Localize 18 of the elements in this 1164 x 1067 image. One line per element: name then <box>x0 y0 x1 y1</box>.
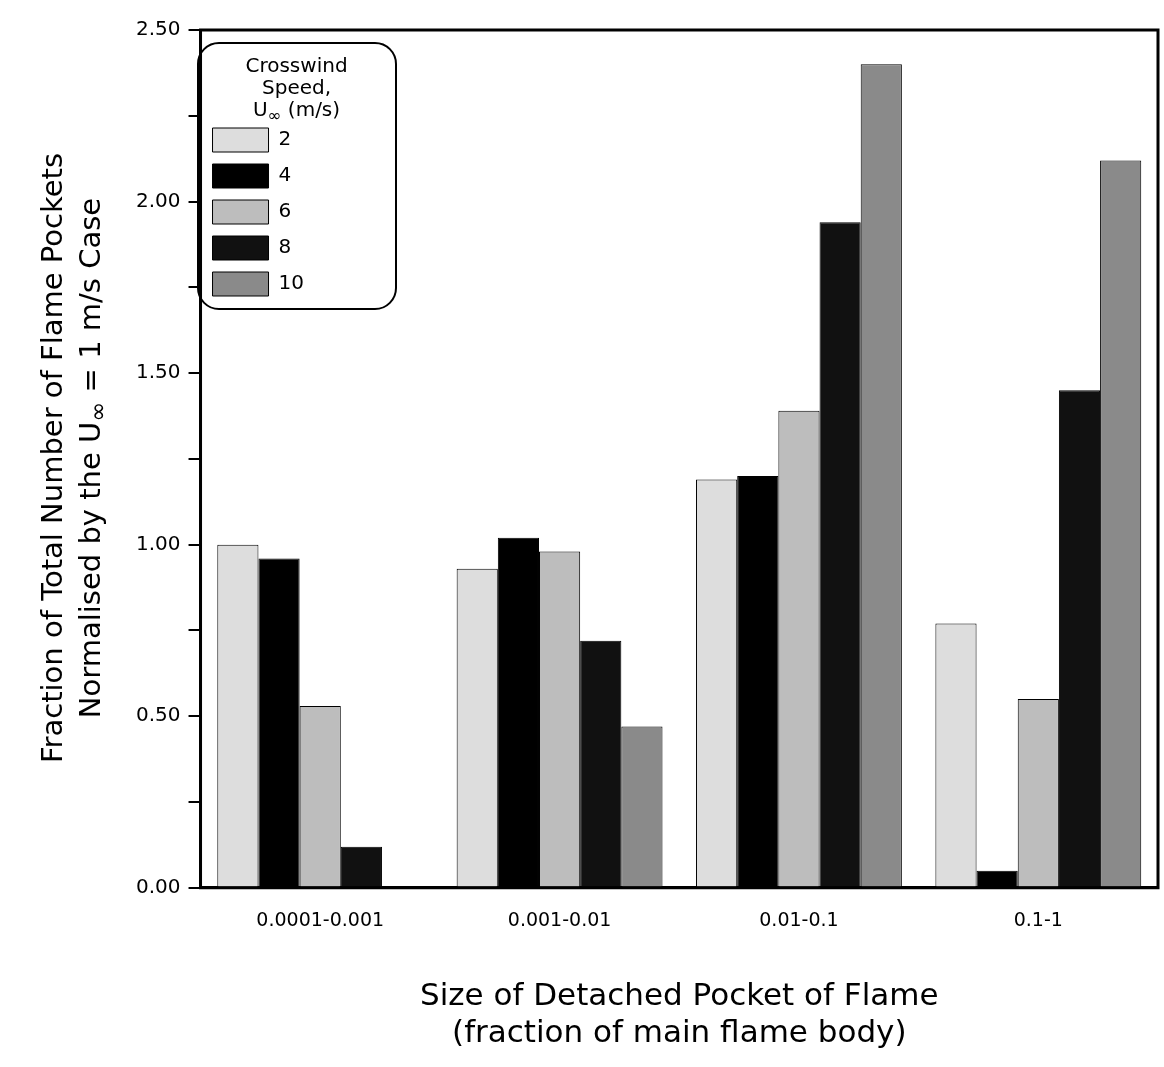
y-tick-label: 2.00 <box>136 187 181 212</box>
legend-label: 8 <box>278 234 292 259</box>
y-tick-label: 1.00 <box>136 530 181 555</box>
x-tick-label: 0.1-1 <box>1013 908 1063 931</box>
y-tick-label: 2.50 <box>136 16 181 41</box>
legend-title: Crosswind Speed, U$_{∞}$ (m/s) <box>244 53 349 127</box>
legend-label: 4 <box>278 162 292 187</box>
bar <box>737 476 779 887</box>
y-tick-label: 1.50 <box>136 359 181 384</box>
legend-label: 10 <box>278 270 304 295</box>
x-tick-label: 0.001-0.01 <box>507 908 612 931</box>
x-tick-label: 0.0001-0.001 <box>256 908 385 931</box>
x-axis-title: Size of Detached Pocket of Flame (fraction of main flame body) <box>419 976 939 1050</box>
y-tick-label: 0.50 <box>136 702 181 727</box>
legend-label: 2 <box>278 126 292 151</box>
y-tick-label: 0.00 <box>136 874 181 898</box>
legend-label: 6 <box>278 198 292 223</box>
x-tick-label: 0.01-0.1 <box>759 908 839 931</box>
